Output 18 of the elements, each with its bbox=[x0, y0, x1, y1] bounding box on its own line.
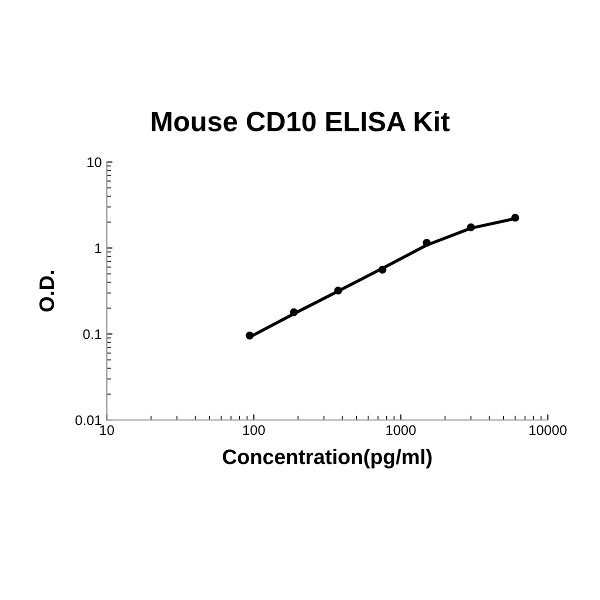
x-tick-label: 1000 bbox=[386, 425, 416, 436]
y-tick-label: 0.01 bbox=[75, 415, 102, 426]
point bbox=[334, 286, 342, 295]
point bbox=[511, 214, 520, 222]
y-tick-label: 1 bbox=[95, 243, 102, 254]
x-tick-label: 10000 bbox=[530, 425, 567, 436]
y-tick-label: 0.1 bbox=[83, 329, 102, 340]
chart-title: Mouse CD10 ELISA Kit bbox=[152, 111, 450, 132]
point bbox=[378, 266, 386, 274]
point bbox=[246, 332, 254, 340]
point bbox=[466, 223, 475, 232]
point bbox=[422, 238, 431, 247]
y-axis-title: O.D. bbox=[39, 271, 54, 312]
point bbox=[290, 308, 298, 316]
x-tick-label: 100 bbox=[243, 425, 265, 436]
y-tick-label: 10 bbox=[88, 157, 102, 168]
x-axis-title: Concentration(pg/ml) bbox=[222, 448, 432, 468]
x-tick-label: 10 bbox=[100, 425, 114, 436]
